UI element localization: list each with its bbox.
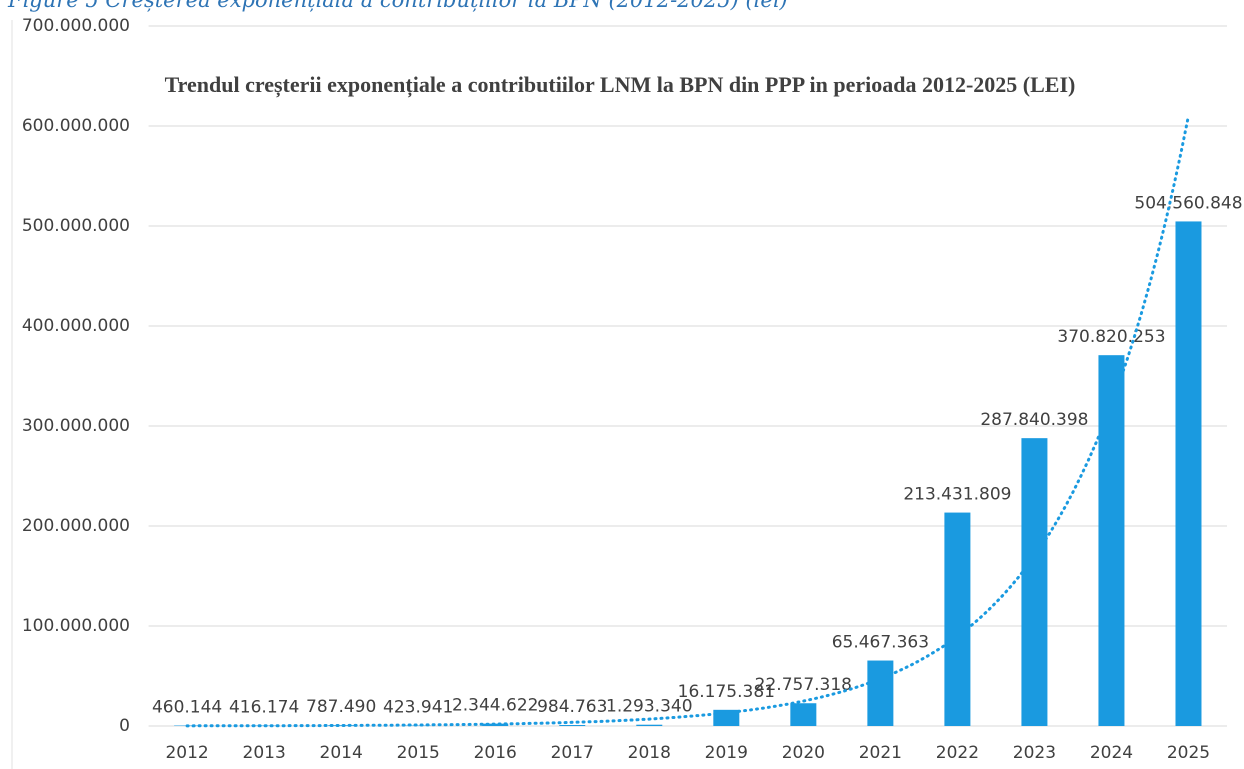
- y-tick-label: 600.000.000: [22, 116, 130, 136]
- bar: [944, 512, 971, 726]
- x-tick-label: 2017: [551, 743, 594, 763]
- value-label: 416.174: [229, 698, 299, 718]
- value-label: 984.763: [537, 697, 607, 717]
- x-tick-label: 2023: [1013, 743, 1056, 763]
- y-tick-label: 500.000.000: [22, 216, 130, 236]
- x-tick-label: 2022: [936, 743, 979, 763]
- x-tick-label: 2018: [628, 743, 671, 763]
- value-label: 2.344.622: [452, 696, 539, 716]
- value-label: 460.144: [152, 698, 222, 718]
- bar: [636, 724, 663, 726]
- value-label: 287.840.398: [980, 410, 1088, 430]
- x-tick-label: 2012: [165, 743, 208, 763]
- x-tick-label: 2021: [859, 743, 902, 763]
- x-tick-label: 2020: [782, 743, 825, 763]
- bar: [559, 725, 586, 726]
- x-tick-label: 2016: [474, 743, 517, 763]
- value-label: 423.941: [383, 698, 453, 718]
- value-label: 370.820.253: [1057, 327, 1165, 347]
- bar: [1175, 221, 1202, 726]
- x-tick-label: 2014: [320, 743, 363, 763]
- figure-caption: Figure 5 Creșterea exponențială a contri…: [8, 0, 788, 12]
- y-tick-label: 300.000.000: [22, 416, 130, 436]
- chart-title: Trendul creșterii exponențiale a contrib…: [164, 72, 1076, 97]
- y-tick-label: 200.000.000: [22, 516, 130, 536]
- bar: [328, 725, 355, 726]
- bar: [790, 703, 817, 726]
- value-label: 65.467.363: [832, 633, 929, 653]
- y-tick-label: 0: [119, 716, 130, 736]
- value-label: 22.757.318: [755, 675, 852, 695]
- value-label: 16.175.381: [678, 682, 775, 702]
- x-tick-label: 2024: [1090, 743, 1133, 763]
- x-tick-label: 2025: [1167, 743, 1210, 763]
- y-tick-label: 400.000.000: [22, 316, 130, 336]
- bar: [1098, 355, 1125, 726]
- value-label: 504.560.848: [1134, 193, 1242, 213]
- value-label: 213.431.809: [903, 485, 1011, 505]
- y-tick-label: 100.000.000: [22, 616, 130, 636]
- y-tick-label: 700.000.000: [22, 16, 130, 36]
- bar: [1021, 438, 1048, 726]
- bar: [867, 660, 894, 726]
- x-tick-label: 2013: [243, 743, 286, 763]
- x-tick-label: 2019: [705, 743, 748, 763]
- value-label: 787.490: [306, 697, 376, 717]
- trendline: [185, 114, 1190, 728]
- x-tick-label: 2015: [397, 743, 440, 763]
- value-label: 1.293.340: [606, 697, 693, 717]
